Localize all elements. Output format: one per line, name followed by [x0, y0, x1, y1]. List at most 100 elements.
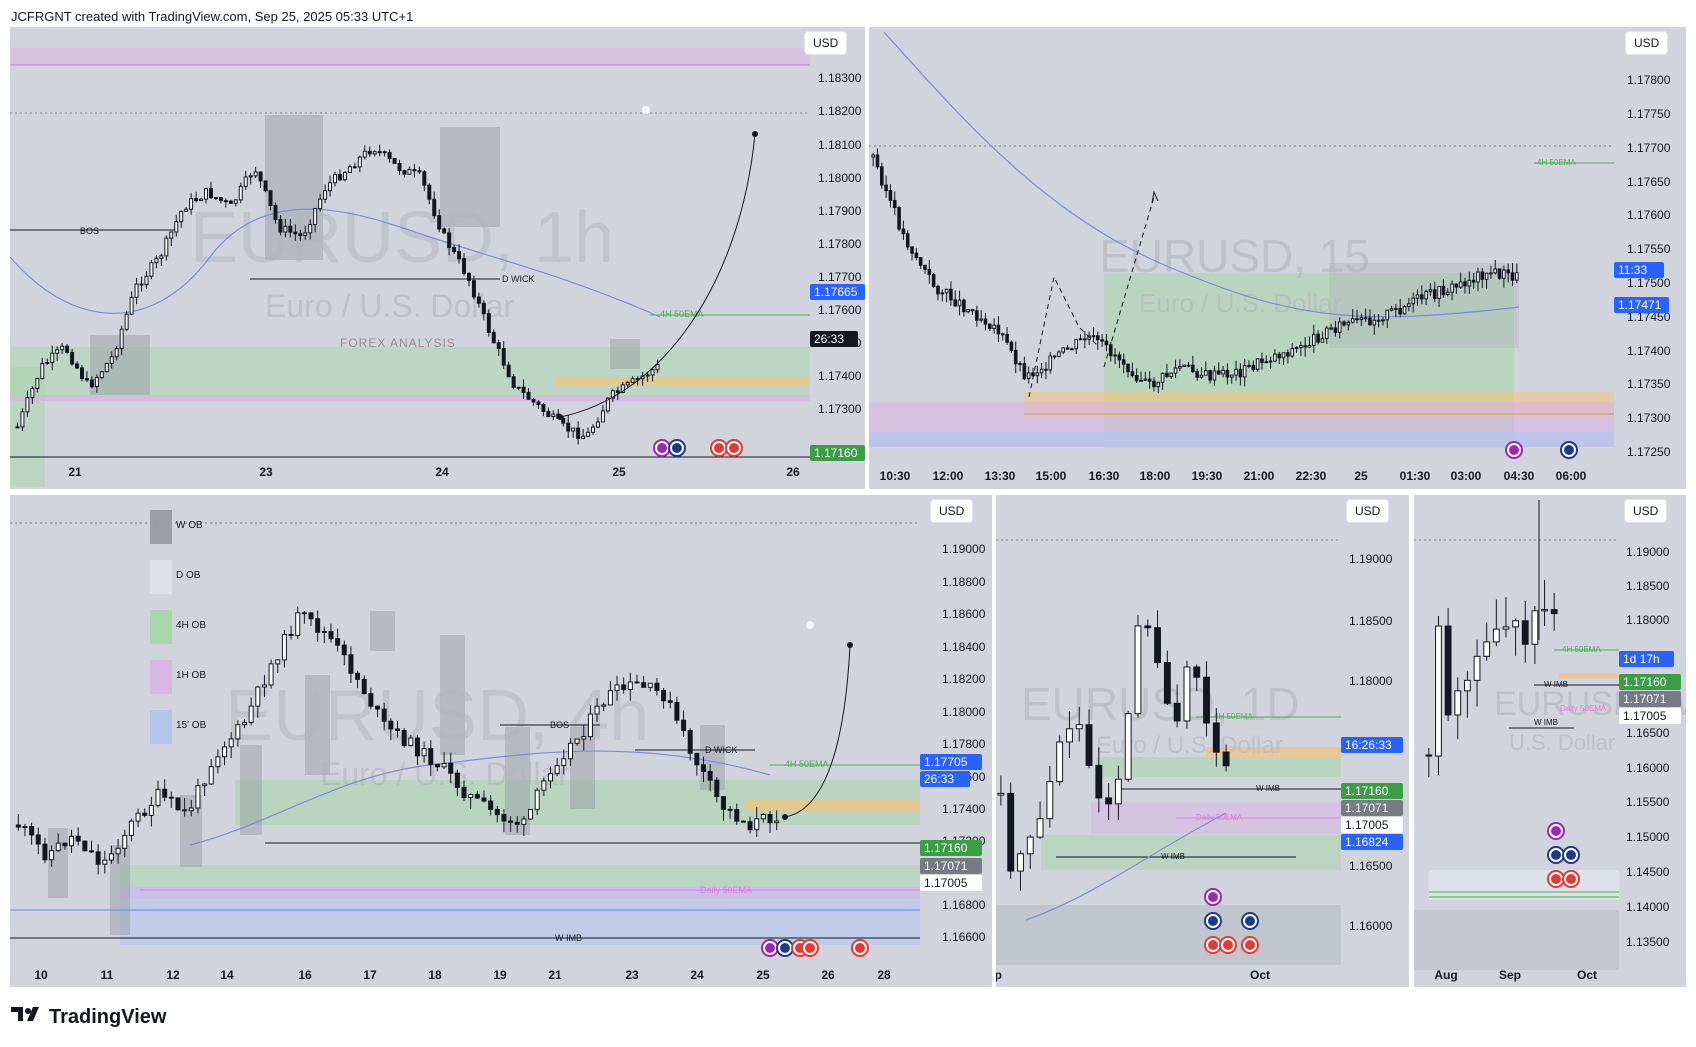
tradingview-footer[interactable]: TradingView: [11, 1005, 166, 1029]
legend-swatch: [150, 610, 172, 644]
candle-body: [1183, 666, 1191, 722]
x-tick-label: 10: [34, 968, 48, 982]
x-tick-label: 25: [612, 465, 626, 479]
candle-body: [701, 764, 706, 773]
candle-body: [159, 255, 164, 259]
chart-pane-15m[interactable]: EURUSD, 15 Euro / U.S. Dollar 4H 50EMA 1.17…: [869, 27, 1686, 489]
event-marker: [1566, 874, 1576, 884]
candle-body: [511, 376, 516, 388]
candle-body: [615, 390, 620, 393]
candle-body: [115, 847, 121, 855]
candle-body: [273, 205, 278, 220]
currency-selector[interactable]: USD: [1624, 499, 1668, 523]
candle-body: [215, 756, 221, 768]
candle-body: [1398, 307, 1402, 315]
price-tag-label: 1.17471: [1618, 298, 1662, 312]
candle-body: [392, 157, 397, 164]
level-tag: [1341, 834, 1403, 850]
watermark-name: Euro / U.S. Dollar: [1096, 732, 1283, 759]
y-tick-label: 1.17300: [1627, 411, 1671, 425]
candle-body: [368, 693, 374, 707]
candle-body: [129, 296, 134, 315]
candle-body: [1290, 348, 1294, 357]
candle-body: [288, 633, 294, 636]
level-tag: [920, 840, 982, 856]
candle-body: [674, 701, 680, 721]
candle-body: [1056, 741, 1064, 783]
legend-swatch: [150, 510, 172, 544]
y-tick-label: 1.19000: [1626, 545, 1670, 559]
watermark-symbol: EURUSD, 1D: [1021, 678, 1300, 730]
candle-body: [89, 379, 94, 388]
candle-body: [970, 309, 975, 312]
x-tick-label: 21: [548, 968, 562, 982]
candle-body: [323, 190, 328, 200]
chart-1h-canvas[interactable]: EURUSD, 1h Euro / U.S. Dollar FOREX ANALYS…: [10, 27, 865, 489]
candle-body: [84, 378, 89, 381]
candle-body: [348, 654, 354, 674]
candle-body: [195, 785, 201, 809]
chart-pane-1h[interactable]: EURUSD, 1h Euro / U.S. Dollar FOREX ANALYS…: [10, 27, 865, 489]
candle-body: [268, 663, 274, 686]
candle-body: [1506, 269, 1510, 274]
event-marker: [805, 943, 815, 953]
currency-selector[interactable]: USD: [804, 31, 848, 55]
candle-body: [1307, 344, 1312, 348]
candle-body: [962, 299, 966, 313]
candle-body: [566, 422, 571, 432]
candle-body: [238, 185, 243, 201]
candle-body: [79, 367, 84, 380]
candle-body: [162, 788, 168, 798]
event-marker: [1551, 850, 1561, 860]
candle-body: [586, 431, 591, 437]
candle-body: [1000, 333, 1005, 336]
chart-pane-4h[interactable]: W OB D OB 4H OB 1H OB 15' OB EURUSD, 4h Euro /…: [10, 495, 992, 987]
candle-body: [1424, 290, 1428, 300]
candle-body: [561, 758, 567, 767]
candle-body: [361, 678, 367, 695]
candle-body: [574, 738, 580, 744]
candle-body: [315, 618, 321, 633]
candle-body: [747, 821, 753, 831]
candle-body: [536, 401, 541, 406]
candle-body: [1268, 360, 1273, 363]
candle-body: [1312, 333, 1316, 346]
currency-selector[interactable]: USD: [1625, 31, 1669, 55]
candle-body: [1083, 338, 1087, 341]
candle-body: [1420, 294, 1424, 300]
gray-ob: [610, 339, 640, 369]
chart-pane-1d[interactable]: EURUSD, 1D Euro / U.S. Dollar 4H 50EMA W IM…: [996, 495, 1409, 987]
event-marker: [855, 943, 865, 953]
currency-selector[interactable]: USD: [930, 499, 974, 523]
current-price-tag: [1614, 297, 1669, 313]
candle-body: [767, 814, 773, 824]
y-tick-label: 1.13500: [1626, 935, 1670, 949]
blue-zone: [869, 432, 1614, 447]
candle-body: [1363, 317, 1368, 320]
candle-body: [1212, 722, 1220, 753]
candle-body: [1017, 853, 1024, 872]
candle-body: [1450, 283, 1454, 293]
projection-arrow: [784, 644, 851, 818]
candle-body: [421, 748, 427, 757]
candle-body: [333, 174, 338, 184]
chart-15m-canvas[interactable]: EURUSD, 15 Euro / U.S. Dollar 4H 50EMA 1.17…: [869, 27, 1686, 489]
candle-body: [1476, 271, 1480, 283]
candle-body: [1114, 778, 1122, 805]
event-marker: [714, 443, 724, 453]
candle-body: [55, 842, 61, 852]
candle-body: [1444, 625, 1452, 716]
candle-body: [22, 826, 28, 829]
x-tick-label: 12:00: [933, 469, 964, 483]
candle-body: [1199, 374, 1204, 378]
candle-body: [1195, 371, 1199, 378]
watermark-name: Euro / U.S. Dollar: [265, 288, 514, 324]
candle-body: [521, 386, 526, 393]
candle-body: [901, 228, 906, 235]
price-tag-label: 1.17160: [1345, 784, 1389, 798]
currency-selector[interactable]: USD: [1346, 499, 1390, 523]
